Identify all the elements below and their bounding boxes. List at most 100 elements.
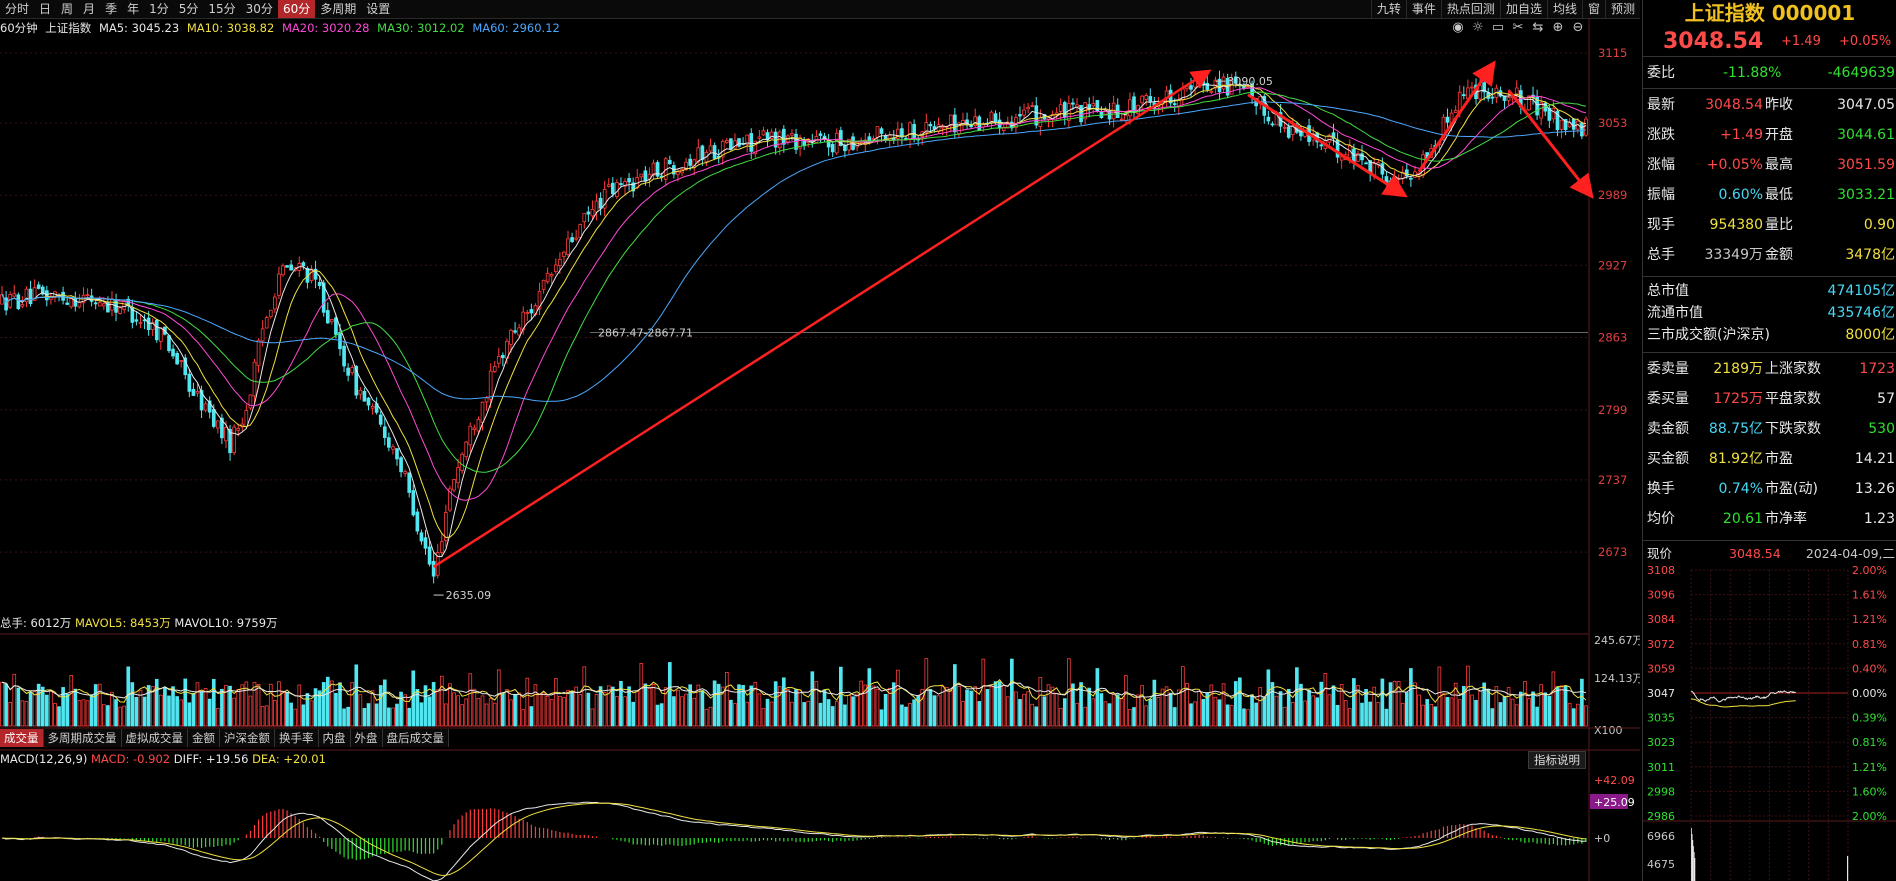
period-tab-11[interactable]: 多周期 — [320, 2, 357, 16]
price-change: +1.49 — [1781, 34, 1821, 49]
volume-bar — [313, 688, 318, 727]
volume-bar — [501, 693, 505, 727]
candle-body — [1441, 116, 1446, 140]
brightness-icon[interactable]: ☼ — [1472, 20, 1484, 35]
volume-bar — [1319, 681, 1324, 727]
volume-bar — [342, 708, 346, 727]
diff-value: DIFF: +19.56 — [173, 752, 249, 766]
volume-tab-2[interactable]: 虚拟成交量 — [122, 729, 188, 747]
period-tab-0[interactable]: 分时 — [5, 2, 30, 16]
volume-bar — [814, 681, 819, 727]
zoom-in-icon[interactable]: ⊕ — [1552, 20, 1564, 35]
volume-bar — [1347, 708, 1352, 727]
candle-body — [248, 394, 253, 409]
candle-body — [1445, 116, 1450, 123]
candle-body — [1185, 86, 1189, 90]
period-tab-3[interactable]: 月 — [83, 2, 96, 16]
tool-button-1[interactable]: 事件 — [1405, 0, 1441, 18]
volume-bar — [1262, 696, 1267, 727]
eye-icon[interactable]: ◉ — [1452, 20, 1464, 35]
volume-bar — [635, 690, 640, 727]
tool-button-2[interactable]: 热点回测 — [1440, 0, 1500, 18]
volume-bar — [232, 697, 236, 727]
candle-body — [549, 274, 554, 277]
candle-body — [252, 361, 257, 397]
volume-tab-4[interactable]: 沪深金额 — [220, 729, 275, 747]
trend-arrow-down-2 — [1507, 89, 1594, 199]
volume-tick-label: 245.67万 — [1594, 634, 1640, 647]
tool-button-0[interactable]: 九转 — [1370, 0, 1406, 18]
tool-button-6[interactable]: 预测 — [1604, 0, 1640, 18]
volume-tab-1[interactable]: 多周期成交量 — [44, 729, 122, 747]
period-tab-6[interactable]: 1分 — [149, 2, 169, 16]
volume-bar — [1058, 707, 1063, 727]
tool-button-4[interactable]: 均线 — [1546, 0, 1582, 18]
period-tab-8[interactable]: 15分 — [208, 2, 236, 16]
stat-value: 3033.21 — [1837, 187, 1895, 203]
volume-tab-8[interactable]: 盘后成交量 — [383, 729, 449, 747]
volume-bar — [1470, 694, 1474, 727]
volume-bar — [439, 675, 444, 727]
volume-tab-0[interactable]: 成交量 — [0, 729, 44, 747]
candle-body — [40, 286, 45, 295]
stat-value: 3047.05 — [1837, 97, 1895, 113]
compare-icon[interactable]: ⇆ — [1532, 20, 1544, 35]
period-tab-10[interactable]: 60分 — [277, 0, 316, 18]
mini-y-left: 3072 — [1647, 638, 1675, 651]
candle-body — [1580, 122, 1584, 137]
window-icon[interactable]: ▭ — [1491, 20, 1505, 35]
volume-bar — [578, 694, 583, 727]
volume-bar — [16, 687, 21, 727]
volume-bar — [419, 702, 424, 727]
volume-bar — [1005, 696, 1010, 727]
volume-tab-5[interactable]: 换手率 — [275, 729, 319, 747]
candle-body — [541, 279, 546, 291]
volume-bar — [627, 686, 631, 727]
period-tab-5[interactable]: 年 — [127, 2, 140, 16]
period-tab-9[interactable]: 30分 — [245, 2, 273, 16]
candle-body — [468, 425, 473, 446]
tool-button-5[interactable]: 窗 — [1581, 0, 1605, 18]
indicator-help-button[interactable]: 指标说明 — [1528, 751, 1586, 769]
scissors-icon[interactable]: ✂ — [1512, 20, 1524, 35]
volume-bar — [1172, 707, 1177, 727]
intraday-mini-chart[interactable]: 3108 2.00% 3096 1.61% 3084 1.21% 3072 0.81% 3059… — [1643, 566, 1896, 881]
candle-body — [334, 317, 338, 335]
period-tab-4[interactable]: 季 — [105, 2, 118, 16]
kline-chart[interactable]: 3115 3053 2989 2927 2863 2799 2737 2673 2867.47-… — [0, 18, 1640, 881]
candle-body — [378, 414, 383, 425]
ma20-line — [1, 87, 1587, 501]
candle-body — [1413, 171, 1417, 178]
candle-body — [12, 293, 17, 297]
mavol10-line — [1, 681, 1587, 700]
volume-bar — [781, 677, 786, 727]
period-tab-2[interactable]: 周 — [61, 2, 74, 16]
period-tab-12[interactable]: 设置 — [366, 2, 391, 16]
volume-bar — [293, 708, 298, 727]
volume-bar — [256, 684, 261, 727]
macd-marker-bg — [1590, 794, 1628, 809]
stat-label: 委卖量 — [1647, 361, 1689, 377]
candle-body — [366, 397, 371, 406]
volume-tab-6[interactable]: 内盘 — [319, 729, 351, 747]
volume-bar — [505, 689, 509, 727]
tool-button-3[interactable]: 加自选 — [1499, 0, 1547, 18]
volume-tab-7[interactable]: 外盘 — [351, 729, 383, 747]
stat-row: 均价 20.61 市净率 1.23 — [1643, 506, 1896, 532]
zoom-out-icon[interactable]: ⊖ — [1572, 20, 1584, 35]
period-tab-7[interactable]: 5分 — [178, 2, 199, 16]
weibi-row: 委比 -11.88% -4649639 — [1643, 60, 1896, 86]
stat-row: 流通市值 435746亿 — [1643, 302, 1896, 324]
candle-body — [167, 335, 171, 352]
volume-bar — [1486, 688, 1491, 727]
volume-bar — [0, 681, 4, 727]
mini-y-left: 3011 — [1647, 761, 1675, 774]
volume-bar — [1140, 685, 1144, 727]
volume-bar — [1014, 691, 1018, 727]
stat-label: 换手 — [1647, 481, 1675, 497]
stat-row: 涨幅 +0.05% 最高 3051.59 — [1643, 152, 1896, 178]
period-tab-1[interactable]: 日 — [39, 2, 52, 16]
candle-body — [1119, 118, 1124, 121]
candle-body — [537, 290, 542, 310]
volume-tab-3[interactable]: 金额 — [188, 729, 220, 747]
